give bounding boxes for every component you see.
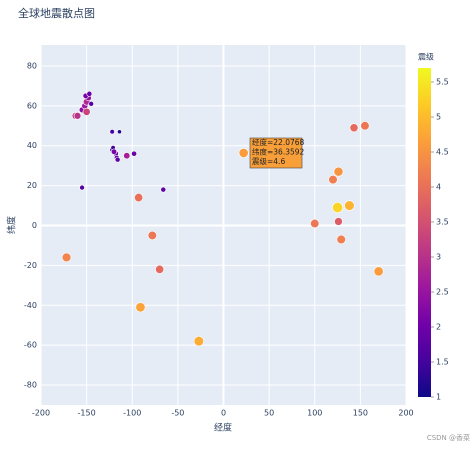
watermark: CSDN @香菜 <box>427 433 470 442</box>
point <box>349 123 359 133</box>
x-tick-label: -100 <box>123 409 141 418</box>
point <box>193 336 204 347</box>
y-tick-label: 20 <box>27 181 37 190</box>
point <box>360 121 370 131</box>
y-tick-label: 0 <box>32 221 37 230</box>
point <box>332 202 344 214</box>
point <box>344 200 355 211</box>
tooltip: 经度=22.0768 纬度=36.3592 震级=4.6 <box>249 137 305 169</box>
y-tick-label: -40 <box>24 301 37 310</box>
point <box>117 129 122 135</box>
point <box>135 302 146 313</box>
tooltip-line: 经度=22.0768 <box>252 137 305 147</box>
tooltip-line: 震级=4.6 <box>252 156 285 166</box>
x-tick-label: 100 <box>307 409 322 418</box>
point <box>333 166 344 177</box>
point <box>82 107 91 116</box>
point <box>73 112 82 120</box>
point <box>131 150 137 157</box>
point <box>123 152 131 160</box>
colorbar <box>418 68 431 397</box>
x-tick-label: 50 <box>264 409 274 418</box>
tooltip-line: 纬度=36.3592 <box>252 147 305 157</box>
point <box>147 230 157 241</box>
colorbar-tick-label: 1 <box>436 393 441 402</box>
y-tick-label: 40 <box>27 141 37 150</box>
colorbar-tick-label: 5 <box>436 113 441 122</box>
x-axis-label: 经度 <box>214 422 232 434</box>
point <box>86 90 93 97</box>
point <box>79 184 85 191</box>
y-tick-label: -80 <box>24 381 37 390</box>
y-tick-label: 80 <box>27 61 37 70</box>
y-tick-label: 60 <box>27 101 37 110</box>
colorbar-title: 震级 <box>418 52 434 62</box>
colorbar-tick-label: 3.5 <box>436 218 449 227</box>
colorbar-tick-label: 3 <box>436 253 441 262</box>
colorbar-tick-label: 1.5 <box>436 358 449 367</box>
point <box>160 186 167 193</box>
point <box>114 156 121 163</box>
colorbar-tick-label: 5.5 <box>436 78 449 87</box>
colorbar-tick-label: 2 <box>436 323 441 332</box>
point <box>109 129 115 135</box>
point <box>134 193 144 203</box>
x-tick-label: -50 <box>171 409 184 418</box>
x-tick-label: -200 <box>32 409 50 418</box>
point <box>336 234 346 245</box>
point <box>310 218 320 229</box>
y-axis-label: 纬度 <box>6 216 18 234</box>
point <box>373 266 384 277</box>
x-tick-label: -150 <box>78 409 96 418</box>
y-tick-label: -20 <box>24 261 37 270</box>
point <box>238 148 249 158</box>
point <box>334 217 343 226</box>
x-tick-label: 200 <box>398 409 413 418</box>
colorbar-tick-label: 4.5 <box>436 148 449 157</box>
point <box>110 148 118 155</box>
point <box>88 101 94 107</box>
colorbar-tick-label: 4 <box>436 183 441 192</box>
y-tick-label: -60 <box>24 341 37 350</box>
x-tick-label: 150 <box>353 409 368 418</box>
colorbar-tick-label: 2.5 <box>436 288 449 297</box>
x-tick-label: 0 <box>221 409 226 418</box>
point <box>155 264 165 274</box>
point <box>61 252 72 263</box>
chart-title: 全球地震散点图 <box>18 6 95 20</box>
point <box>328 174 338 185</box>
